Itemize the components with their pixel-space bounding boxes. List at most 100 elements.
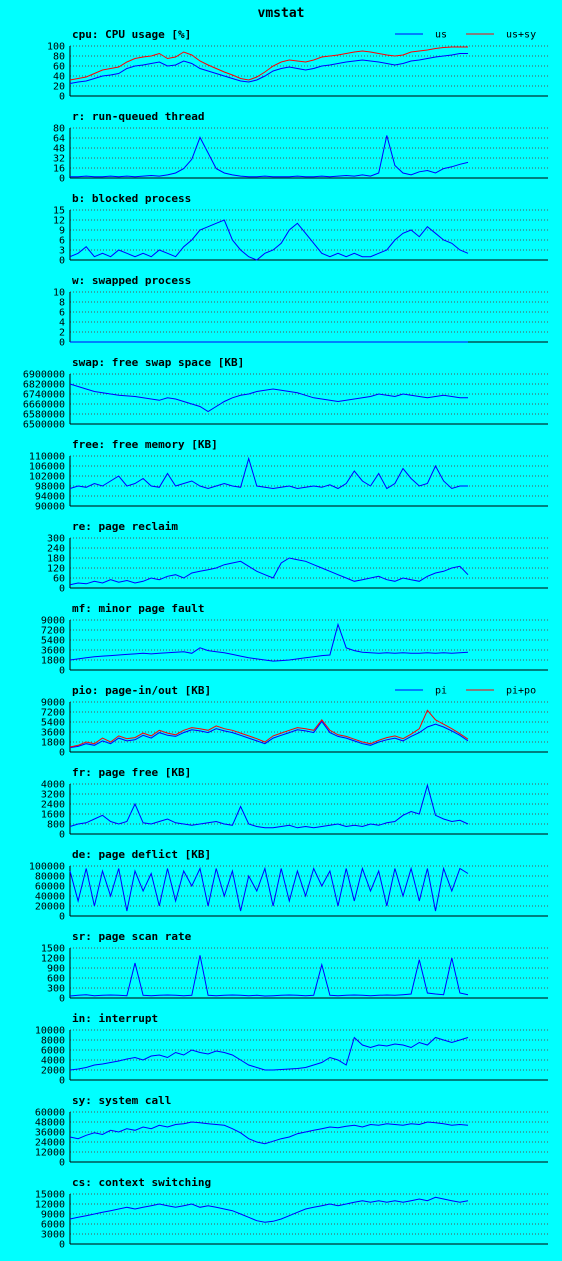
tick-label: 1200 <box>41 954 65 965</box>
series-line-free <box>69 456 468 490</box>
tick-label: 0 <box>59 830 65 841</box>
tick-label: 5400 <box>41 718 65 729</box>
tick-label: 10000 <box>35 1026 65 1037</box>
tick-label: 6820000 <box>23 380 65 391</box>
tick-label: 0 <box>59 174 65 185</box>
series-line-b <box>69 219 469 261</box>
tick-label: 800 <box>47 820 65 831</box>
tick-label: 24000 <box>35 1138 65 1149</box>
tick-label: 2000 <box>41 1066 65 1077</box>
tick-label: 94000 <box>35 492 65 503</box>
chart-title: re: page reclaim <box>72 520 178 533</box>
chart-title: de: page deflict [KB] <box>72 848 211 861</box>
tick-label: 6500000 <box>23 420 65 431</box>
tick-label: 1500 <box>41 944 65 955</box>
tick-label: 100000 <box>29 862 65 873</box>
tick-label: 6660000 <box>23 400 65 411</box>
tick-label: 16 <box>53 164 65 175</box>
tick-label: 40 <box>53 72 65 83</box>
chart-title: cs: context switching <box>72 1176 211 1189</box>
series-line-swap <box>69 383 468 413</box>
legend-label: us+sy <box>506 30 536 41</box>
legend-label: pi <box>435 686 447 697</box>
tick-label: 48000 <box>35 1118 65 1129</box>
tick-label: 3200 <box>41 790 65 801</box>
tick-label: 6 <box>59 308 65 319</box>
legend-label: pi+po <box>506 686 536 697</box>
tick-label: 80 <box>53 124 65 135</box>
tick-label: 6580000 <box>23 410 65 421</box>
chart-title: sy: system call <box>72 1094 171 1107</box>
tick-label: 102000 <box>29 472 65 483</box>
tick-label: 15 <box>53 206 65 217</box>
tick-label: 40000 <box>35 892 65 903</box>
tick-label: 3000 <box>41 1230 65 1241</box>
tick-label: 100 <box>47 42 65 53</box>
tick-label: 0 <box>59 584 65 595</box>
tick-label: 7200 <box>41 626 65 637</box>
tick-label: 0 <box>59 748 65 759</box>
tick-label: 240 <box>47 544 65 555</box>
chart-pio: pio: page-in/out [KB] 0180036005400720090… <box>41 684 548 759</box>
chart-free: free: free memory [KB] 900009400098000102… <box>29 438 548 513</box>
tick-label: 9000 <box>41 1210 65 1221</box>
tick-label: 8000 <box>41 1036 65 1047</box>
tick-label: 6900000 <box>23 370 65 381</box>
tick-label: 2400 <box>41 800 65 811</box>
tick-label: 110000 <box>29 452 65 463</box>
tick-label: 900 <box>47 964 65 975</box>
chart-title: r: run-queued thread <box>72 110 204 123</box>
chart-title: swap: free swap space [KB] <box>72 356 244 369</box>
tick-label: 1800 <box>41 656 65 667</box>
tick-label: 60 <box>53 574 65 585</box>
tick-label: 10 <box>53 288 65 299</box>
tick-label: 12 <box>53 216 65 227</box>
tick-label: 6000 <box>41 1220 65 1231</box>
chart-title: mf: minor page fault <box>72 602 204 615</box>
chart-swap: swap: free swap space [KB] 65000006580000… <box>23 356 548 431</box>
tick-label: 0 <box>59 666 65 677</box>
tick-label: 3600 <box>41 646 65 657</box>
tick-label: 1800 <box>41 738 65 749</box>
series-line-sy <box>69 1121 469 1145</box>
tick-label: 0 <box>59 1076 65 1087</box>
tick-label: 6000 <box>41 1046 65 1057</box>
tick-label: 6740000 <box>23 390 65 401</box>
tick-label: 48 <box>53 144 65 155</box>
tick-label: 36000 <box>35 1128 65 1139</box>
chart-title: in: interrupt <box>72 1012 158 1025</box>
tick-label: 90000 <box>35 502 65 513</box>
chart-sy: sy: system call 0120002400036000480006000… <box>35 1094 548 1169</box>
tick-label: 60000 <box>35 882 65 893</box>
chart-title: b: blocked process <box>72 192 191 205</box>
tick-label: 9 <box>59 226 65 237</box>
tick-label: 20000 <box>35 902 65 913</box>
tick-label: 12000 <box>35 1200 65 1211</box>
chart-title: cpu: CPU usage [%] <box>72 28 191 41</box>
tick-label: 12000 <box>35 1148 65 1159</box>
tick-label: 0 <box>59 256 65 267</box>
series-line-in <box>69 1036 469 1071</box>
tick-label: 98000 <box>35 482 65 493</box>
tick-label: 2 <box>59 328 65 339</box>
chart-cs: cs: context switching 0300060009000120001… <box>35 1176 548 1251</box>
series-line-de <box>69 866 469 912</box>
tick-label: 300 <box>47 534 65 545</box>
series-line-pi+po <box>69 709 469 748</box>
tick-label: 3600 <box>41 728 65 739</box>
tick-label: 9000 <box>41 698 65 709</box>
tick-label: 0 <box>59 994 65 1005</box>
tick-label: 60 <box>53 62 65 73</box>
series-line-re <box>69 557 469 586</box>
tick-label: 4000 <box>41 780 65 791</box>
tick-label: 80000 <box>35 872 65 883</box>
tick-label: 0 <box>59 338 65 349</box>
series-line-sr <box>69 955 469 997</box>
